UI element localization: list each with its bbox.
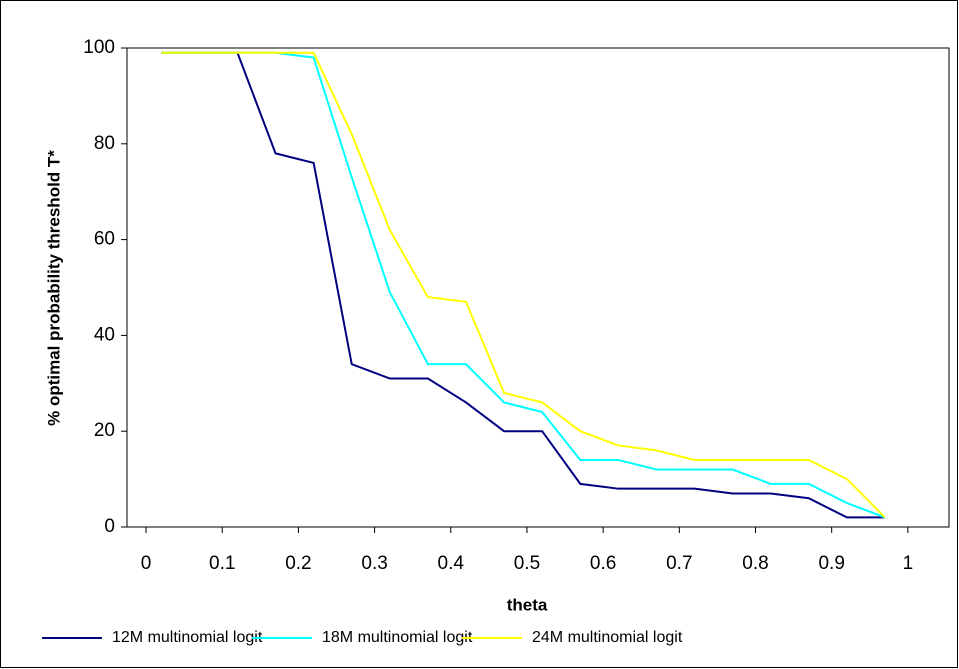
x-tick-label: 0.6: [590, 553, 616, 574]
legend-label: 18M multinomial logit: [322, 629, 473, 646]
series-line: [161, 51, 886, 519]
x-tick-label: 0.7: [666, 553, 692, 574]
y-tick-label: 40: [94, 324, 115, 345]
x-tick-label: 0: [141, 553, 152, 574]
y-tick-label: 100: [83, 37, 115, 58]
x-tick-label: 0.3: [361, 553, 387, 574]
plot-area: [126, 47, 950, 528]
y-tick-label: 80: [94, 133, 115, 154]
x-tick-label: 0.4: [438, 553, 465, 574]
x-tick-label: 0.1: [209, 553, 235, 574]
x-tick-label: 0.5: [514, 553, 540, 574]
y-tick-label: 20: [94, 420, 115, 441]
x-tick-label: 0.2: [285, 553, 311, 574]
x-tick-label: 0.9: [818, 553, 844, 574]
y-axis-label: % optimal probability threshold T*: [44, 150, 63, 426]
series-line: [161, 51, 886, 519]
x-tick-label: 0.8: [742, 553, 768, 574]
y-tick-label: 60: [94, 229, 115, 250]
legend-label: 24M multinomial logit: [532, 629, 683, 646]
legend-label: 12M multinomial logit: [112, 629, 263, 646]
x-tick-label: 1: [903, 553, 914, 574]
x-axis-label: theta: [507, 595, 548, 614]
y-tick-label: 0: [104, 516, 115, 537]
